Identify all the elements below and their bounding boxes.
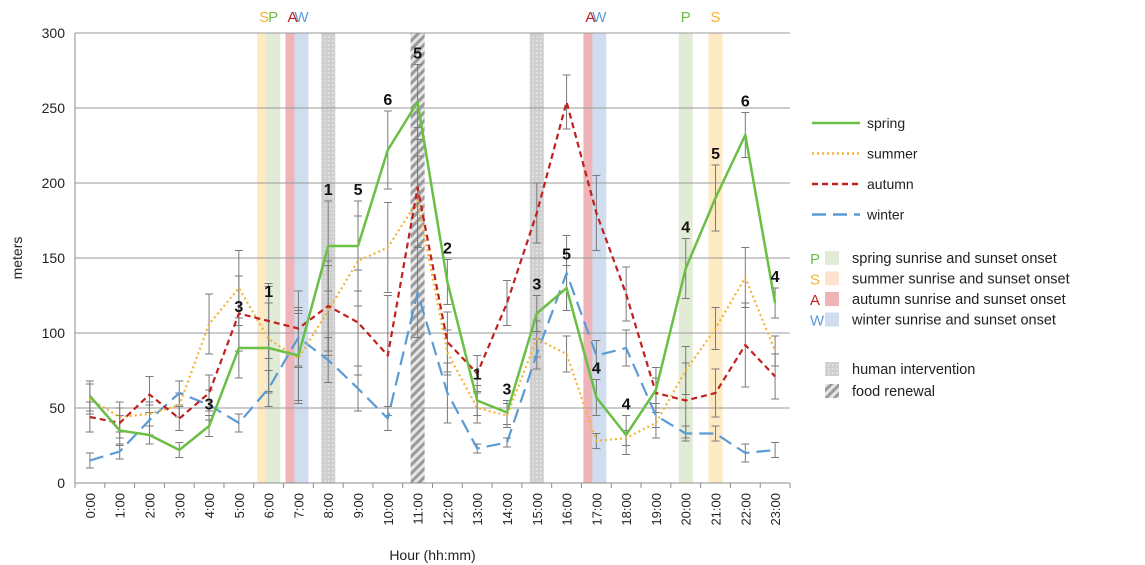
count-label: 3 [503,382,512,399]
x-tick-label: 19:00 [649,493,664,526]
band-top-label: W [294,9,309,26]
count-label: 4 [771,269,780,286]
x-tick-label: 6:00 [262,493,277,518]
band-top-label: S [259,9,269,26]
count-label: 5 [562,247,571,264]
x-tick-label: 0:00 [83,493,98,518]
axes-layer: 0:00 1:00 2:00 3:00 4:00 5:00 6:00 7:00 8:00 9:00… [9,33,791,563]
x-axis-label: Hour (hh:mm) [389,547,475,563]
x-tick-label: 12:00 [440,493,455,526]
x-tick-label: 21:00 [709,493,724,526]
count-label: 4 [681,220,690,237]
legend-band-swatch [825,251,839,265]
x-tick-label: 20:00 [679,493,694,526]
legend-event-label: food renewal [852,384,935,400]
x-tick-label: 8:00 [321,493,336,518]
count-label: 6 [741,94,750,111]
y-axis-label: meters [9,237,25,280]
legend: spring summer autumn winter P spring sunrise … [810,115,1070,400]
x-tick-label: 17:00 [589,493,604,526]
x-tick-label: 14:00 [500,493,515,526]
x-tick-label: 2:00 [142,493,157,518]
count-label: 6 [383,92,392,109]
legend-band-swatch [825,312,839,327]
band-top-label: A [585,9,595,26]
legend-label-summer: summer [867,146,918,162]
band-top-label: W [592,9,607,26]
legend-label-autumn: autumn [867,176,914,192]
legend-band-letter: S [810,272,820,289]
y-tick-label: 200 [42,175,66,191]
y-tick-label: 100 [42,325,66,341]
count-label: 4 [592,361,601,378]
y-tick-label: 250 [42,100,66,116]
series-line-winter [89,271,776,462]
count-label: 3 [234,299,243,316]
y-tick-label: 150 [42,250,66,266]
legend-label-winter: winter [866,207,905,223]
legend-band-letter: A [810,292,820,309]
legend-band-letter: P [810,251,820,268]
band-top-label: P [681,9,691,26]
y-tick-label: 50 [49,400,65,416]
count-label: 1 [473,367,482,384]
legend-band-label: summer sunrise and sunset onset [852,272,1070,288]
count-label: 2 [443,241,452,258]
count-label: 3 [205,397,214,414]
legend-band-label: spring sunrise and sunset onset [852,251,1057,267]
legend-band-swatch [825,271,839,286]
x-tick-label: 4:00 [202,493,217,518]
count-label: 1 [324,182,333,199]
count-label: 1 [264,284,273,301]
count-label: 5 [413,46,422,63]
series-lines-layer [88,100,777,462]
x-tick-label: 3:00 [172,493,187,518]
count-label: 5 [711,146,720,163]
x-tick-label: 18:00 [619,493,634,526]
x-tick-label: 9:00 [351,493,366,518]
count-label: 4 [622,397,631,414]
y-tick-label: 300 [42,25,66,41]
y-tick-label: 0 [57,475,65,491]
x-tick-label: 13:00 [470,493,485,526]
legend-band-swatch [825,292,839,306]
legend-band-letter: W [810,313,825,330]
band-top-label: A [287,9,297,26]
legend-event-label: human intervention [852,362,975,378]
x-tick-label: 23:00 [768,493,783,526]
legend-band-label: winter sunrise and sunset onset [851,313,1056,329]
band-top-label: S [711,9,721,26]
count-label: 3 [532,277,541,294]
legend-event-swatch-food [825,384,839,398]
x-tick-label: 10:00 [381,493,396,526]
x-tick-label: 22:00 [738,493,753,526]
x-tick-label: 1:00 [113,493,128,518]
legend-band-label: autumn sunrise and sunset onset [852,292,1066,308]
legend-label-spring: spring [867,115,905,131]
count-labels-layer: 3 3 1 1 5 6 5 2 1 3 3 5 4 4 4 5 6 4 [205,46,780,414]
series-line-spring [88,100,777,452]
x-tick-label: 16:00 [560,493,575,526]
legend-event-swatch-human [825,362,839,376]
x-tick-label: 7:00 [291,493,306,518]
series-line-autumn [89,100,776,425]
x-tick-label: 5:00 [232,493,247,518]
x-tick-label: 11:00 [411,493,426,525]
count-label: 5 [354,182,363,199]
x-tick-label: 15:00 [530,493,545,526]
band-top-label: P [268,9,278,26]
